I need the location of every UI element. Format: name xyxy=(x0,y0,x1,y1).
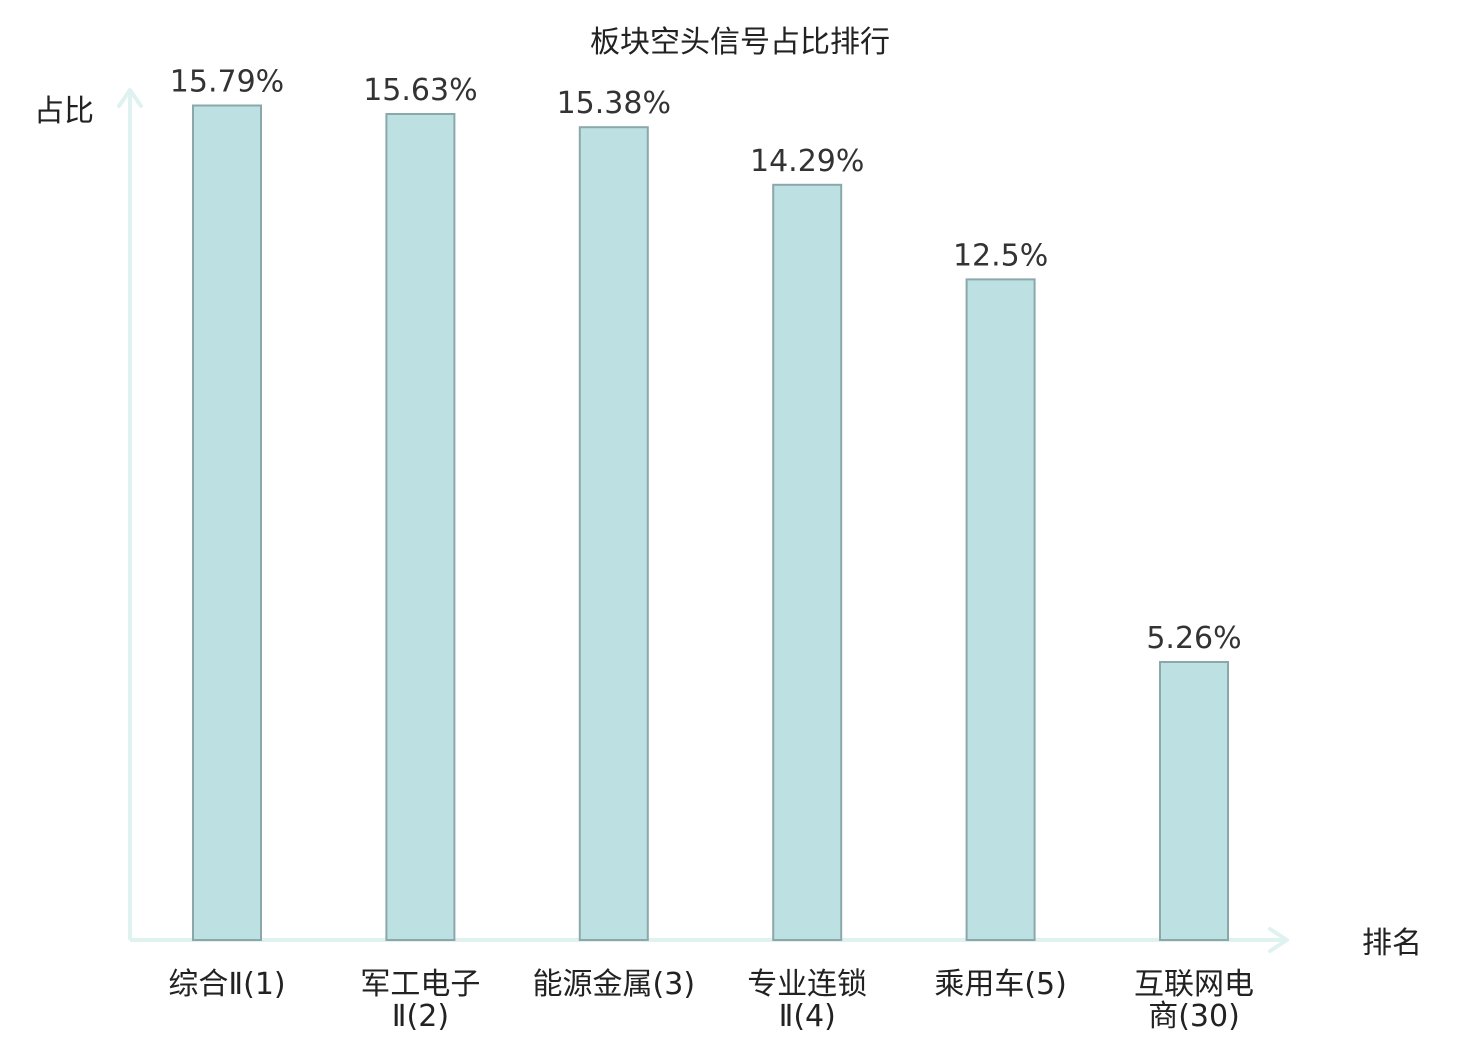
value-label-5: 12.5% xyxy=(953,238,1048,273)
category-label-1-line-1: 综合Ⅱ(1) xyxy=(168,967,285,1002)
value-labels-group: 15.79% 15.63% 15.38% 14.29% 12.5% 5.26% xyxy=(170,65,1242,657)
category-label-4-line-2: Ⅱ(4) xyxy=(779,999,836,1034)
value-label-6: 5.26% xyxy=(1146,621,1241,656)
category-label-6-line-2: 商(30) xyxy=(1148,999,1240,1034)
bars-group xyxy=(192,104,1229,942)
category-label-5-line-1: 乘用车(5) xyxy=(934,967,1067,1002)
category-label-2-line-2: Ⅱ(2) xyxy=(392,999,449,1034)
category-label-2-line-1: 军工电子 xyxy=(360,967,480,1002)
chart-title: 板块空头信号占比排行 xyxy=(590,25,890,60)
x-axis-arrow-icon xyxy=(1268,927,1289,953)
value-label-1: 15.79% xyxy=(170,65,284,100)
x-axis xyxy=(130,927,1289,953)
y-axis-label: 占比 xyxy=(34,94,94,129)
bar-3 xyxy=(578,126,649,941)
value-label-2: 15.63% xyxy=(363,73,477,108)
value-label-4: 14.29% xyxy=(750,144,864,179)
category-label-6-line-1: 互联网电 xyxy=(1134,967,1254,1002)
bar-5 xyxy=(965,278,1036,941)
category-label-3-line-1: 能源金属(3) xyxy=(533,967,696,1002)
bar-4 xyxy=(772,183,843,942)
y-axis-arrow-icon xyxy=(117,88,143,108)
bar-6 xyxy=(1159,661,1229,941)
y-axis xyxy=(117,88,143,940)
value-label-3: 15.38% xyxy=(557,86,671,121)
x-axis-label: 排名 xyxy=(1362,926,1422,961)
bar-2 xyxy=(385,113,456,941)
category-label-4-line-1: 专业连锁 xyxy=(747,967,867,1002)
bar-1 xyxy=(192,104,262,941)
